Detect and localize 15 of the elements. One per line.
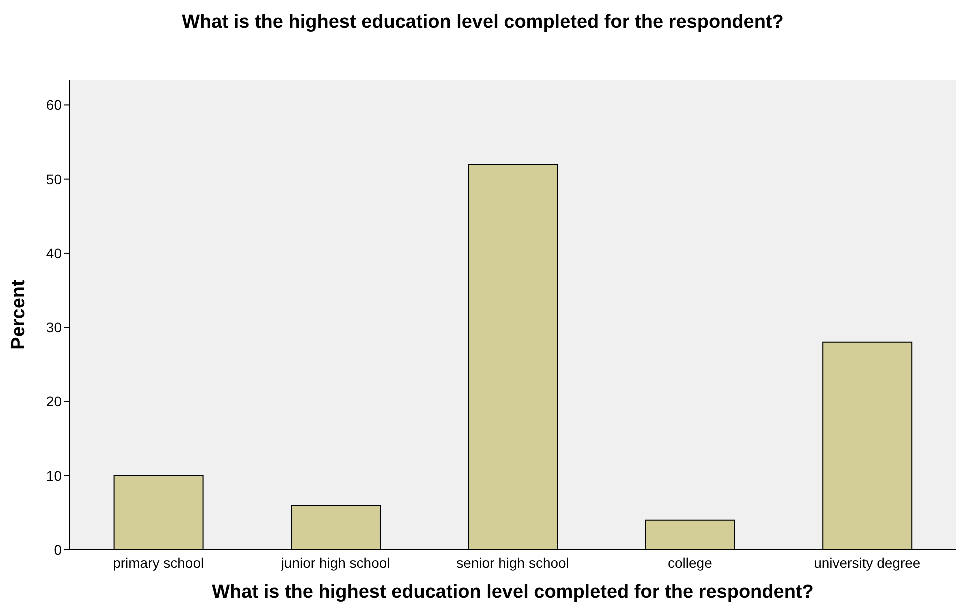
x-tick-label: junior high school <box>280 554 390 571</box>
y-tick-label: 0 <box>54 542 62 558</box>
x-axis-title: What is the highest education level completed for the respondent? <box>212 582 814 603</box>
x-tick-label: university degree <box>814 554 921 571</box>
x-tick-label: college <box>668 554 713 571</box>
y-tick-label: 60 <box>46 97 62 114</box>
y-tick-label: 30 <box>46 320 62 336</box>
y-tick-label: 20 <box>46 394 62 410</box>
x-tick-label: primary school <box>113 554 204 571</box>
y-axis-title: Percent <box>8 279 30 350</box>
chart-title: What is the highest education level completed for the respondent? <box>181 11 785 35</box>
y-tick-label: 40 <box>46 245 62 262</box>
y-tick-label: 50 <box>46 171 62 188</box>
y-tick-label: 10 <box>46 468 62 484</box>
x-tick-label: senior high school <box>456 554 570 571</box>
